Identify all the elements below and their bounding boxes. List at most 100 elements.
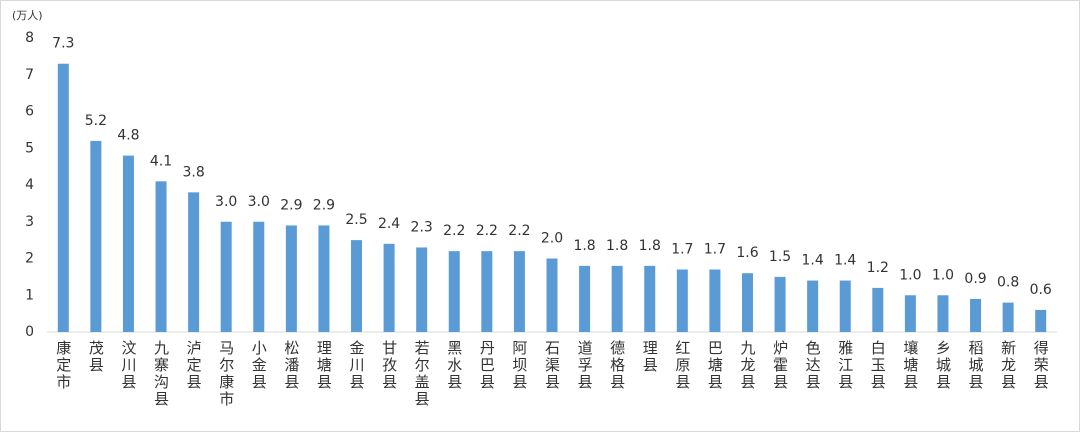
x-tick-label: 阿坝县: [510, 340, 528, 391]
value-label: 3.8: [182, 164, 204, 180]
x-tick-label: 乡城县: [934, 340, 952, 391]
x-tick-label: 金川县: [348, 340, 366, 391]
bar: [644, 265, 656, 332]
bar: [1035, 309, 1047, 332]
value-label: 2.2: [443, 223, 465, 239]
bar: [676, 269, 688, 332]
value-label: 7.3: [52, 36, 74, 52]
bar: [448, 251, 460, 332]
value-label: 1.4: [802, 253, 824, 269]
x-tick-label: 新龙县: [999, 340, 1017, 391]
x-tick-label: 甘孜县: [380, 340, 398, 391]
value-label: 1.7: [704, 242, 726, 258]
x-tick-label: 泸定县: [185, 340, 203, 391]
y-tick-label: 2: [25, 251, 34, 267]
x-tick-label: 壤塘县: [901, 339, 919, 391]
value-label: 1.8: [639, 238, 661, 254]
bar: [57, 63, 69, 332]
bar: [122, 155, 134, 332]
x-tick-label: 松潘县: [282, 340, 300, 391]
bar: [904, 295, 916, 332]
x-tick-label: 理塘县: [315, 340, 333, 391]
x-tick-label: 德格县: [608, 339, 626, 391]
y-tick-label: 4: [25, 177, 34, 193]
value-label: 1.5: [769, 249, 791, 265]
value-label: 1.7: [671, 242, 693, 258]
bar: [285, 225, 297, 332]
x-tick-label: 石渠县: [543, 340, 561, 391]
value-label: 2.9: [313, 197, 335, 213]
value-label: 1.2: [867, 260, 889, 276]
x-tick-label: 马尔康市: [217, 340, 235, 408]
x-tick-label: 九龙县: [738, 340, 756, 391]
y-tick-label: 8: [25, 30, 34, 46]
x-tick-label: 雅江县: [836, 340, 854, 391]
x-tick-label: 小金县: [250, 340, 268, 391]
bar: [90, 140, 102, 332]
x-tick-label: 茂县: [87, 340, 105, 374]
bar: [839, 280, 851, 332]
bar: [807, 280, 819, 332]
value-label: 2.5: [345, 212, 367, 228]
value-label: 2.2: [476, 223, 498, 239]
x-tick-label: 黑水县: [445, 340, 463, 391]
x-tick-label: 炉霍县: [771, 340, 789, 391]
value-label: 1.0: [932, 267, 954, 283]
x-tick-label: 汶川县: [119, 339, 137, 391]
value-label: 2.9: [280, 197, 302, 213]
value-label: 5.2: [85, 113, 107, 129]
bar: [220, 221, 232, 332]
y-tick-label: 5: [25, 140, 34, 156]
bar: [513, 251, 525, 332]
value-label: 4.1: [150, 153, 172, 169]
x-tick-label: 稻城县: [967, 340, 985, 391]
bar: [611, 265, 623, 332]
bar: [253, 221, 265, 332]
bar: [709, 269, 721, 332]
value-label: 4.8: [117, 128, 139, 144]
bar: [872, 287, 884, 332]
bar: [937, 295, 949, 332]
bar: [383, 243, 395, 332]
bar: [318, 225, 330, 332]
value-label: 1.0: [899, 267, 921, 283]
y-tick-label: 3: [25, 214, 34, 230]
x-tick-label: 得荣县: [1032, 340, 1050, 391]
value-label: 0.8: [997, 275, 1019, 291]
bar: [155, 181, 167, 332]
bar: [416, 247, 428, 332]
x-tick-label: 白玉县: [869, 340, 887, 391]
value-label: 1.6: [736, 245, 758, 261]
x-tick-label: 丹巴县: [478, 340, 496, 391]
value-label: 1.8: [573, 238, 595, 254]
x-tick-label: 红原县: [673, 340, 691, 391]
value-label: 1.4: [834, 253, 856, 269]
value-label: 3.0: [248, 194, 270, 210]
bar: [579, 265, 591, 332]
y-tick-label: 1: [25, 287, 34, 303]
y-tick-label: 0: [25, 324, 34, 340]
y-tick-label: 7: [25, 67, 34, 83]
bar: [1002, 302, 1014, 332]
bar: [741, 273, 753, 332]
value-label: 2.2: [508, 223, 530, 239]
value-label: 0.6: [1030, 282, 1052, 298]
x-tick-label: 巴塘县: [706, 340, 724, 391]
x-tick-label: 九寨沟县: [152, 340, 170, 408]
value-label: 2.4: [378, 216, 400, 232]
value-label: 3.0: [215, 194, 237, 210]
value-label: 1.8: [606, 238, 628, 254]
unit-label: (万人): [12, 9, 43, 22]
x-tick-label: 色达县: [804, 340, 822, 391]
x-tick-label: 理县: [641, 340, 659, 374]
value-label: 2.3: [411, 219, 433, 235]
value-label: 0.9: [964, 271, 986, 287]
bar: [188, 192, 200, 332]
y-tick-label: 6: [25, 104, 34, 120]
x-tick-label: 若尔盖县: [413, 340, 431, 408]
x-tick-label: 康定市: [54, 340, 72, 391]
bar: [774, 276, 786, 332]
bar: [351, 240, 363, 332]
